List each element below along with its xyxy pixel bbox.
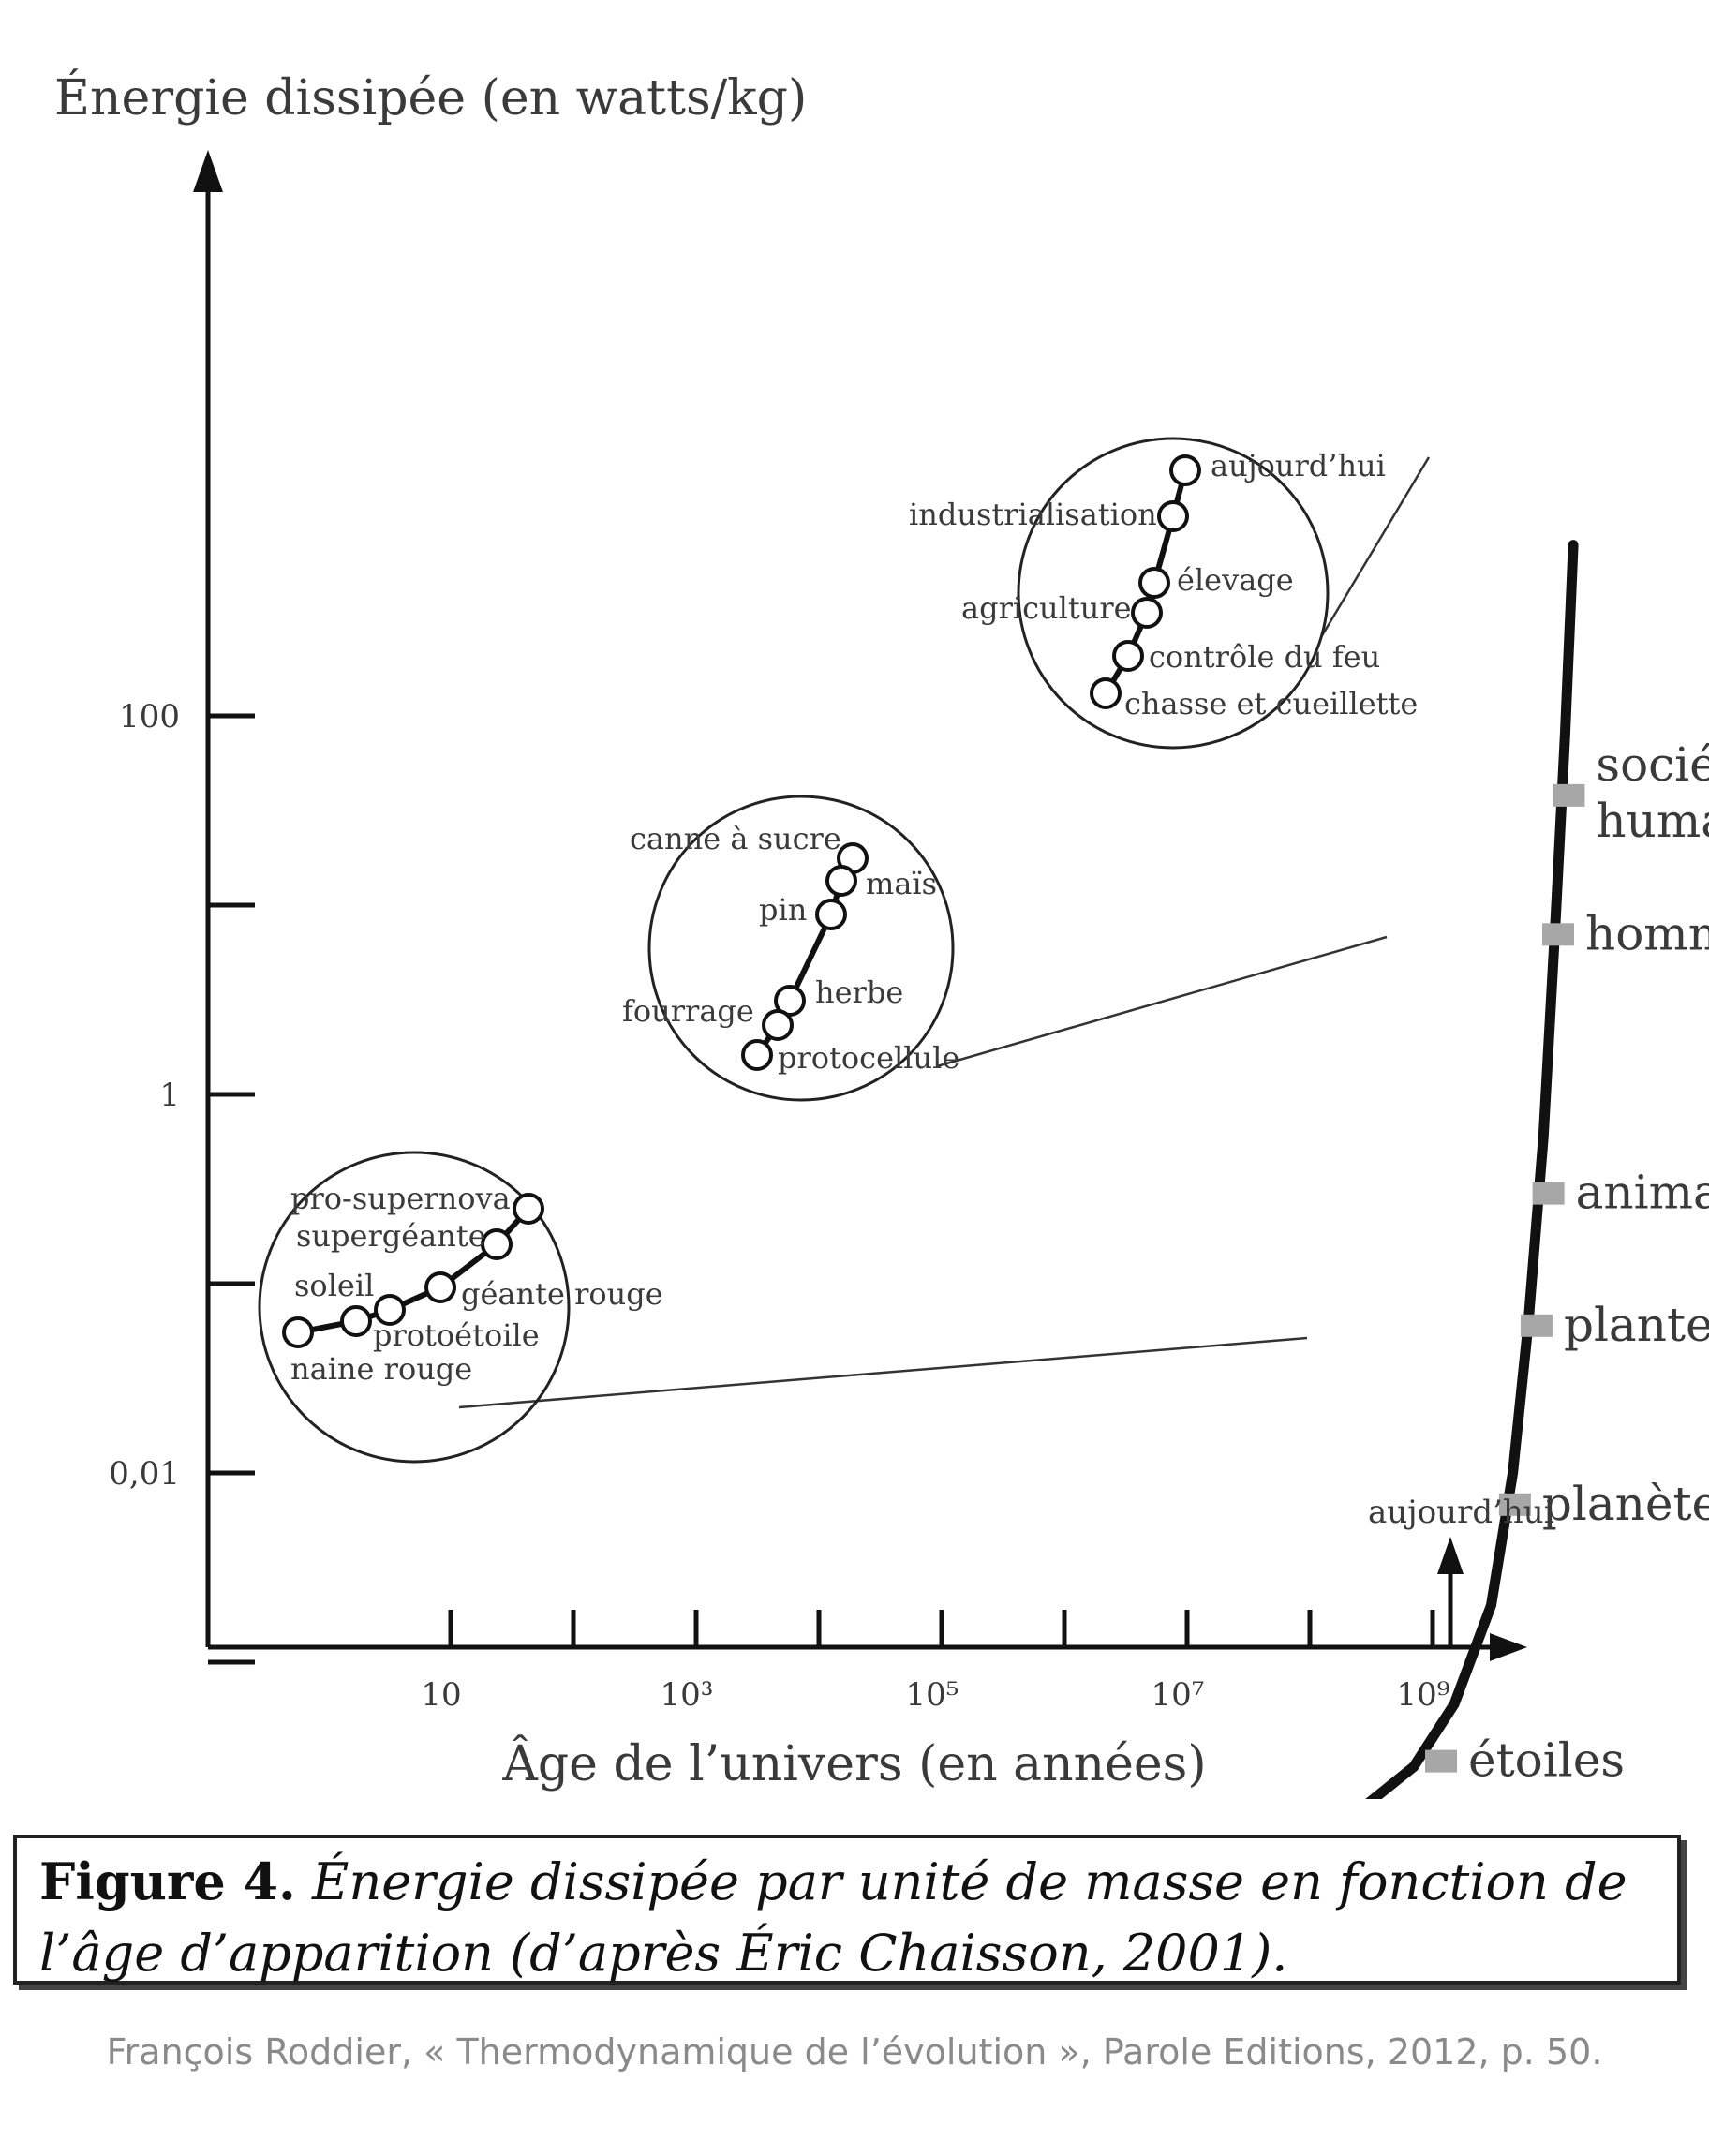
inset-label: supergéante xyxy=(296,1218,486,1254)
inset-label: herbe xyxy=(815,974,903,1010)
inset-connector xyxy=(1319,456,1431,638)
inset-label: pin xyxy=(759,892,807,928)
inset-node xyxy=(1138,567,1170,599)
inset-label: naine rouge xyxy=(290,1351,472,1387)
today-label: aujourd’hui xyxy=(1368,1494,1554,1531)
era-label: étoiles xyxy=(1468,1733,1625,1788)
axes xyxy=(193,150,1527,1661)
zoom-circle xyxy=(1017,437,1330,750)
inset-label: chasse et cueillette xyxy=(1124,686,1418,721)
inset-label: aujourd’hui xyxy=(1211,448,1386,483)
x-tick-label: 10⁵ xyxy=(906,1676,959,1714)
inset-label: soleil xyxy=(294,1268,374,1303)
inset-node xyxy=(825,865,857,897)
y-axis-title: Énergie dissipée (en watts/kg) xyxy=(54,68,807,126)
inset-node xyxy=(1169,454,1201,486)
inset-node xyxy=(741,1039,773,1071)
inset-node xyxy=(1157,500,1189,532)
era-label: humaines xyxy=(1596,794,1709,848)
inset-label: protocellule xyxy=(778,1040,959,1076)
inset-label: géante rouge xyxy=(461,1276,663,1312)
era-label: animaux xyxy=(1576,1166,1709,1220)
inset-node xyxy=(282,1316,314,1348)
era-marker xyxy=(1553,783,1585,807)
era-marker xyxy=(1532,1182,1565,1205)
y-tick-label: 100 xyxy=(119,698,180,736)
x-tick-label: 10⁷ xyxy=(1152,1676,1205,1714)
inset-connector xyxy=(458,1336,1308,1409)
inset-node xyxy=(1090,677,1122,709)
era-marker xyxy=(1520,1314,1553,1337)
energy-curve xyxy=(1364,540,1579,1799)
caption-number: Figure 4. xyxy=(39,1851,296,1911)
era-marker xyxy=(1425,1749,1457,1773)
figure-caption: Figure 4. Énergie dissipée par unité de … xyxy=(13,1835,1681,1985)
inset-label: canne à sucre xyxy=(630,821,841,856)
y-tick-label: 1 xyxy=(159,1077,180,1114)
inset-label: pro-supernova xyxy=(290,1181,511,1216)
y-tick-label: 0,01 xyxy=(109,1455,180,1493)
inset-label: industrialisation xyxy=(909,497,1157,532)
inset-node xyxy=(1112,640,1144,672)
era-marker xyxy=(1498,1493,1531,1516)
inset-node xyxy=(1131,597,1163,629)
inset-label: contrôle du feu xyxy=(1149,639,1380,675)
inset-node xyxy=(762,1009,794,1041)
inset-node xyxy=(815,899,847,930)
y-axis-arrow xyxy=(193,150,223,192)
x-ticks: 10 10³ 10⁵ 10⁷ 10⁹ xyxy=(421,1610,1449,1714)
inset-node xyxy=(513,1193,544,1225)
today-marker: aujourd’hui xyxy=(1368,1494,1554,1647)
inset-node xyxy=(481,1228,513,1260)
energy-dissipation-chart: Énergie dissipée (en watts/kg) Âge de l’… xyxy=(54,68,1709,1799)
era-label: plantes xyxy=(1564,1298,1709,1352)
energy-curve-line xyxy=(1364,540,1579,1799)
source-credit: François Roddier, « Thermodynamique de l… xyxy=(106,2031,1603,2073)
inset-connectors xyxy=(458,456,1431,1409)
era-label: planètes xyxy=(1542,1477,1709,1531)
zoom-circle xyxy=(258,1151,571,1464)
inset-node xyxy=(774,985,806,1017)
era-label: sociétés xyxy=(1596,737,1709,792)
inset-label: fourrage xyxy=(622,993,754,1029)
caption-text: Énergie dissipée par unité de masse en f… xyxy=(39,1852,1627,1983)
inset-label: élevage xyxy=(1177,562,1294,598)
era-marker xyxy=(1542,923,1575,946)
inset-connector xyxy=(936,935,1388,1068)
inset-label: protoétoile xyxy=(373,1317,540,1353)
inset-node xyxy=(340,1305,372,1337)
inset-node xyxy=(424,1271,456,1303)
inset-label: agriculture xyxy=(961,590,1132,626)
x-tick-label: 10⁹ xyxy=(1397,1676,1450,1714)
inset-label: maïs xyxy=(866,866,937,901)
today-arrow-head xyxy=(1437,1537,1464,1574)
era-markers: galaxiesétoilesplanètesplantesanimauxhom… xyxy=(1425,737,1709,1788)
zoom-circle xyxy=(647,795,955,1102)
x-axis-arrow xyxy=(1490,1633,1527,1661)
era-label: hommes xyxy=(1585,906,1709,960)
x-tick-label: 10³ xyxy=(661,1676,714,1714)
inset-node xyxy=(374,1294,406,1326)
x-tick-label: 10 xyxy=(421,1676,461,1714)
x-axis-title: Âge de l’univers (en années) xyxy=(501,1734,1206,1792)
